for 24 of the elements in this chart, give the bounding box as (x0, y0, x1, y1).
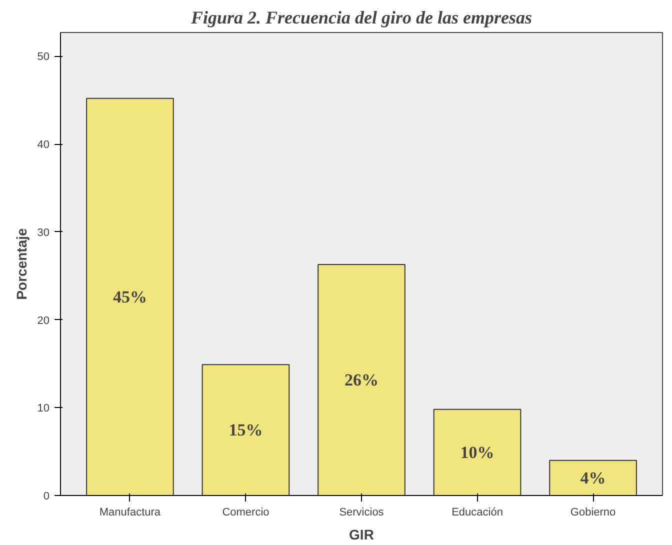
y-tick-label: 40 (37, 139, 50, 152)
bar (549, 460, 637, 496)
data-label: 15% (228, 420, 263, 440)
x-tick-label: Gobierno (570, 506, 616, 518)
bar (86, 98, 174, 496)
data-label: 45% (112, 287, 147, 306)
bar (318, 264, 406, 496)
y-tick-label: 10 (37, 402, 50, 415)
y-axis-title: Porcentaje (13, 228, 30, 300)
x-tick-label: Servicios (339, 506, 384, 518)
x-tick-label: Manufactura (99, 506, 162, 518)
data-label: 26% (344, 370, 378, 390)
y-tick-label: 0 (43, 490, 50, 502)
y-tick-label: 20 (37, 314, 50, 327)
bar (202, 364, 290, 496)
bar (433, 408, 522, 496)
y-tick-label: 30 (37, 226, 50, 239)
y-tick-label: 50 (37, 51, 50, 64)
x-tick-label: Educación (452, 506, 503, 518)
data-label: 10% (460, 442, 494, 462)
data-label: 4% (580, 468, 606, 488)
x-tick-label: Comercio (222, 506, 270, 518)
x-axis-title: GIR (349, 526, 374, 542)
chart-title: Figura 2. Frecuencia del giro de las empresas (190, 8, 532, 28)
